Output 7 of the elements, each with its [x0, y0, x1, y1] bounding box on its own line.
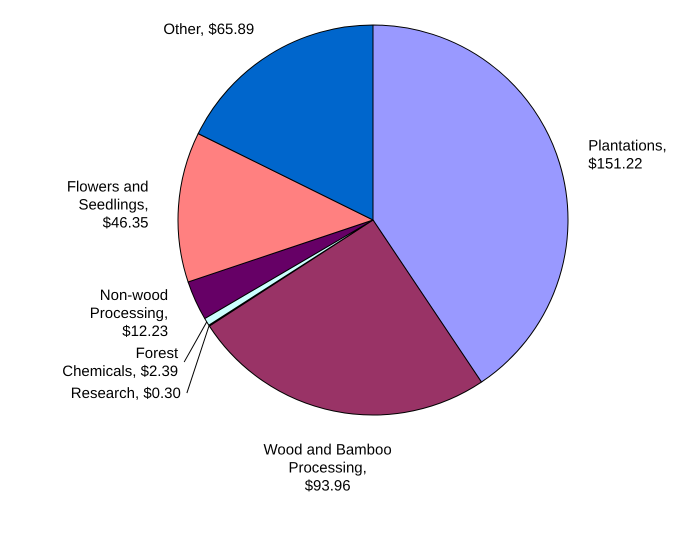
slice-label: Research, $0.30: [70, 385, 181, 402]
slice-label: Flowers and Seedlings, $46.35: [66, 178, 149, 232]
slice-label: Wood and Bamboo Processing, $93.96: [264, 441, 392, 494]
slice-label: Non-wood Processing, $12.23: [90, 287, 168, 340]
slice-label: Plantations, $151.22: [588, 138, 667, 173]
slice-label: Other, $65.89: [163, 20, 254, 38]
slice-label: Forest Chemicals, $2.39: [62, 345, 179, 380]
